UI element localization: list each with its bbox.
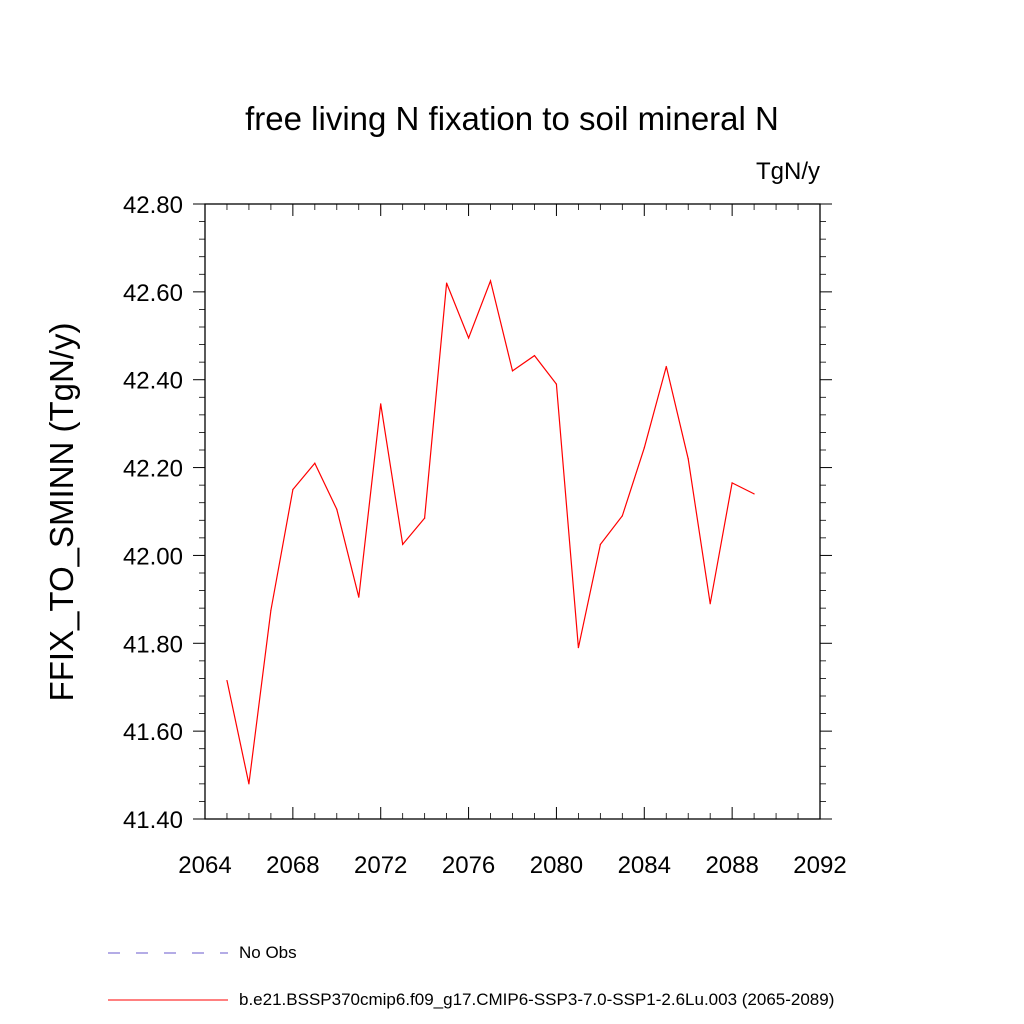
series-point	[424, 517, 425, 518]
series-point	[666, 366, 667, 367]
series-point	[754, 493, 755, 494]
x-tick-label: 2068	[266, 852, 319, 879]
y-tick-label: 42.40	[123, 368, 183, 395]
series-point	[380, 403, 381, 404]
y-tick-label: 41.60	[123, 719, 183, 746]
x-tick-label: 2064	[178, 852, 231, 879]
x-tick-label: 2080	[530, 852, 583, 879]
y-tick-label: 42.20	[123, 456, 183, 483]
legend-label-series: b.e21.BSSP370cmip6.f09_g17.CMIP6-SSP3-7.…	[239, 990, 834, 1010]
series-line	[227, 281, 754, 784]
x-tick-label: 2076	[442, 852, 495, 879]
series-point	[490, 280, 491, 281]
x-tick-label: 2088	[705, 852, 758, 879]
series-point	[292, 489, 293, 490]
plot-frame	[205, 204, 820, 819]
series-point	[468, 337, 469, 338]
series-point	[622, 515, 623, 516]
series-point	[556, 384, 557, 385]
y-tick-label: 42.60	[123, 280, 183, 307]
series-point	[710, 603, 711, 604]
series-point	[248, 783, 249, 784]
series-point	[446, 282, 447, 283]
y-tick-label: 41.80	[123, 631, 183, 658]
series-point	[732, 482, 733, 483]
chart-canvas: 2064 2068 2072 2076 2080 2084 2088 2092 41.40 41.…	[0, 0, 1024, 1024]
series-point	[314, 463, 315, 464]
series-point	[534, 355, 535, 356]
legend-label-no-obs: No Obs	[239, 943, 297, 963]
series-point	[226, 680, 227, 681]
series-point	[336, 509, 337, 510]
series-point	[644, 447, 645, 448]
series-point	[578, 647, 579, 648]
series-point	[358, 597, 359, 598]
series-point	[600, 544, 601, 545]
x-tick-label: 2072	[354, 852, 407, 879]
x-tick-label: 2084	[618, 852, 671, 879]
x-tick-label: 2092	[793, 852, 846, 879]
y-tick-label: 42.00	[123, 543, 183, 570]
series-point	[688, 458, 689, 459]
y-tick-label: 42.80	[123, 192, 183, 219]
y-tick-label: 41.40	[123, 807, 183, 834]
series-point	[512, 370, 513, 371]
series-point	[270, 610, 271, 611]
series-point	[402, 544, 403, 545]
